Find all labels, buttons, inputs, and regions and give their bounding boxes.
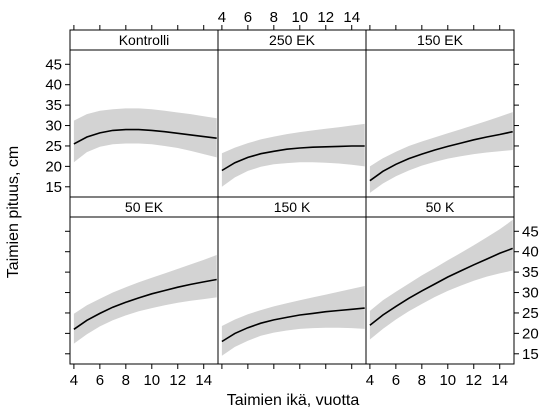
x-tick-label: 14 <box>343 9 360 26</box>
fit-line-2 <box>369 130 513 182</box>
y-axis-ticks: 15 20 25 30 35 40 45 15 20 25 30 35 40 45 <box>45 56 539 363</box>
panel-1: 250 EK <box>217 29 367 198</box>
confidence-band-1 <box>221 123 365 187</box>
panel-2: 150 EK <box>365 29 515 198</box>
y-tick-label: 40 <box>522 244 539 261</box>
y-tick-label: 15 <box>522 346 539 363</box>
x-tick-label: 14 <box>491 372 508 389</box>
strip-2 <box>365 29 515 51</box>
strip-label-1: 250 EK <box>269 32 316 48</box>
y-tick-label: 45 <box>522 223 539 240</box>
x-tick-label: 10 <box>143 372 160 389</box>
x-axis-label: Taimien ikä, vuotta <box>227 392 360 409</box>
confidence-band-3 <box>73 255 217 344</box>
strip-label-5: 50 K <box>426 199 455 215</box>
fit-line-1 <box>221 145 365 172</box>
y-tick-label: 25 <box>45 138 62 155</box>
x-tick-label: 12 <box>317 9 334 26</box>
strip-label-0: Kontrolli <box>119 32 170 48</box>
strip-label-4: 150 K <box>274 199 311 215</box>
x-tick-label: 10 <box>291 9 308 26</box>
y-tick-label: 35 <box>45 97 62 114</box>
panel-frame-1 <box>217 49 367 198</box>
x-tick-label: 6 <box>392 372 400 389</box>
y-tick-label: 45 <box>45 56 62 73</box>
y-tick-label: 35 <box>522 264 539 281</box>
strip-5 <box>365 196 515 218</box>
x-tick-label: 8 <box>418 372 426 389</box>
panels: Kontrolli 250 EK 150 EK 50 EK 150 K 50 K <box>69 29 515 365</box>
y-tick-label: 40 <box>45 77 62 94</box>
confidence-band-0 <box>73 108 217 163</box>
x-tick-label: 12 <box>169 372 186 389</box>
y-axis-label: Taimien pituus, cm <box>5 146 22 279</box>
x-tick-label: 8 <box>122 372 130 389</box>
x-tick-label: 6 <box>96 372 104 389</box>
y-tick-label: 20 <box>522 325 539 342</box>
strip-label-2: 150 EK <box>417 32 464 48</box>
y-tick-label: 25 <box>522 305 539 322</box>
fit-line-4 <box>221 307 365 343</box>
panel-0: Kontrolli <box>69 29 219 198</box>
fit-line-3 <box>73 278 217 330</box>
fit-line-5 <box>369 247 513 326</box>
strip-label-3: 50 EK <box>125 199 164 215</box>
y-tick-label: 30 <box>522 285 539 302</box>
x-axis-ticks: 4 6 8 10 12 14 4 6 8 10 12 14 4 6 8 10 12 14 <box>70 9 508 389</box>
panel-5: 50 K <box>365 196 515 365</box>
y-tick-label: 30 <box>45 118 62 135</box>
x-tick-label: 4 <box>70 372 78 389</box>
panel-3: 50 EK <box>69 196 219 365</box>
y-tick-label: 20 <box>45 158 62 175</box>
x-tick-label: 4 <box>218 9 226 26</box>
confidence-band-4 <box>221 286 365 356</box>
x-tick-label: 10 <box>439 372 456 389</box>
fit-line-0 <box>73 128 217 145</box>
x-tick-label: 4 <box>366 372 374 389</box>
y-tick-label: 15 <box>45 179 62 196</box>
x-tick-label: 8 <box>270 9 278 26</box>
x-tick-label: 6 <box>244 9 252 26</box>
x-tick-label: 14 <box>195 372 212 389</box>
panel-4: 150 K <box>217 196 367 365</box>
x-tick-label: 12 <box>465 372 482 389</box>
confidence-band-2 <box>369 112 513 193</box>
